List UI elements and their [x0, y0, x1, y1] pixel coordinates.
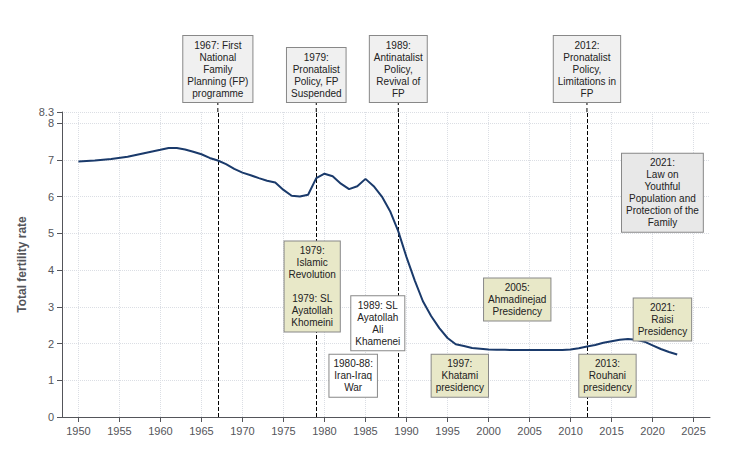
- svg-text:1955: 1955: [107, 425, 131, 437]
- svg-text:Pronatalist: Pronatalist: [293, 64, 340, 75]
- svg-text:1990: 1990: [394, 425, 418, 437]
- svg-text:presidency: presidency: [436, 382, 484, 393]
- svg-text:Ali: Ali: [372, 324, 383, 335]
- svg-text:Youthful: Youthful: [645, 181, 681, 192]
- svg-text:6: 6: [48, 191, 54, 203]
- svg-text:2021:: 2021:: [650, 157, 675, 168]
- svg-text:Protection of the: Protection of the: [626, 205, 699, 216]
- svg-text:2005:: 2005:: [505, 282, 530, 293]
- svg-text:Population and: Population and: [629, 193, 696, 204]
- svg-text:presidency: presidency: [583, 382, 631, 393]
- svg-text:1997:: 1997:: [447, 358, 472, 369]
- svg-text:5: 5: [48, 227, 54, 239]
- svg-text:1950: 1950: [66, 425, 90, 437]
- svg-text:Antinatalist: Antinatalist: [374, 52, 423, 63]
- svg-text:2015: 2015: [599, 425, 623, 437]
- svg-text:1960: 1960: [148, 425, 172, 437]
- svg-text:FP: FP: [392, 88, 405, 99]
- svg-text:1989:: 1989:: [386, 40, 411, 51]
- svg-text:8.3: 8.3: [39, 106, 54, 118]
- svg-text:1979:: 1979:: [304, 52, 329, 63]
- svg-text:programme: programme: [192, 88, 244, 99]
- svg-text:2: 2: [48, 338, 54, 350]
- svg-text:1: 1: [48, 374, 54, 386]
- svg-text:1965: 1965: [189, 425, 213, 437]
- svg-text:1989: SL: 1989: SL: [358, 300, 398, 311]
- svg-text:Raisi: Raisi: [651, 314, 673, 325]
- svg-text:Family: Family: [648, 217, 677, 228]
- svg-text:1979:: 1979:: [300, 245, 325, 256]
- svg-text:2021:: 2021:: [650, 302, 675, 313]
- svg-text:1975: 1975: [271, 425, 295, 437]
- svg-text:Ahmadinejad: Ahmadinejad: [488, 294, 546, 305]
- svg-text:2020: 2020: [640, 425, 664, 437]
- svg-text:2000: 2000: [476, 425, 500, 437]
- svg-text:2013:: 2013:: [595, 358, 620, 369]
- svg-text:1970: 1970: [230, 425, 254, 437]
- svg-text:Islamic: Islamic: [297, 257, 328, 268]
- svg-text:3: 3: [48, 301, 54, 313]
- svg-text:Family: Family: [203, 64, 232, 75]
- svg-text:Total fertility rate: Total fertility rate: [15, 216, 29, 313]
- svg-text:Pronatalist: Pronatalist: [563, 52, 610, 63]
- svg-text:Policy,: Policy,: [384, 64, 413, 75]
- svg-text:8: 8: [48, 117, 54, 129]
- svg-text:2010: 2010: [558, 425, 582, 437]
- svg-text:Khatami: Khatami: [441, 370, 478, 381]
- svg-text:1979: SL: 1979: SL: [292, 293, 332, 304]
- svg-text:Limitations in: Limitations in: [558, 76, 616, 87]
- svg-text:Policy, FP: Policy, FP: [294, 76, 339, 87]
- svg-text:Presidency: Presidency: [638, 326, 687, 337]
- svg-text:2012:: 2012:: [574, 40, 599, 51]
- svg-text:Law on: Law on: [646, 169, 678, 180]
- svg-text:Khamenei: Khamenei: [355, 336, 400, 347]
- svg-text:Iran-Iraq: Iran-Iraq: [334, 370, 372, 381]
- svg-text:4: 4: [48, 264, 54, 276]
- svg-text:Khomeini: Khomeini: [291, 317, 333, 328]
- svg-text:Policy,: Policy,: [573, 64, 602, 75]
- svg-text:2025: 2025: [681, 425, 705, 437]
- svg-text:Revival of: Revival of: [376, 76, 420, 87]
- svg-text:1967: First: 1967: First: [194, 40, 241, 51]
- svg-text:1995: 1995: [435, 425, 459, 437]
- svg-text:War: War: [344, 382, 363, 393]
- svg-text:1980-88:: 1980-88:: [333, 358, 372, 369]
- svg-text:Revolution: Revolution: [289, 269, 336, 280]
- svg-text:2005: 2005: [517, 425, 541, 437]
- svg-text:Rouhani: Rouhani: [589, 370, 626, 381]
- svg-text:1980: 1980: [312, 425, 336, 437]
- svg-text:Presidency: Presidency: [493, 306, 542, 317]
- svg-text:7: 7: [48, 154, 54, 166]
- svg-text:Suspended: Suspended: [291, 88, 342, 99]
- svg-text:Planning (FP): Planning (FP): [187, 76, 248, 87]
- svg-text:FP: FP: [581, 88, 594, 99]
- svg-text:National: National: [199, 52, 236, 63]
- svg-text:1985: 1985: [353, 425, 377, 437]
- svg-text:Ayatollah: Ayatollah: [292, 305, 333, 316]
- svg-text:0: 0: [48, 411, 54, 423]
- svg-text:Ayatollah: Ayatollah: [357, 312, 398, 323]
